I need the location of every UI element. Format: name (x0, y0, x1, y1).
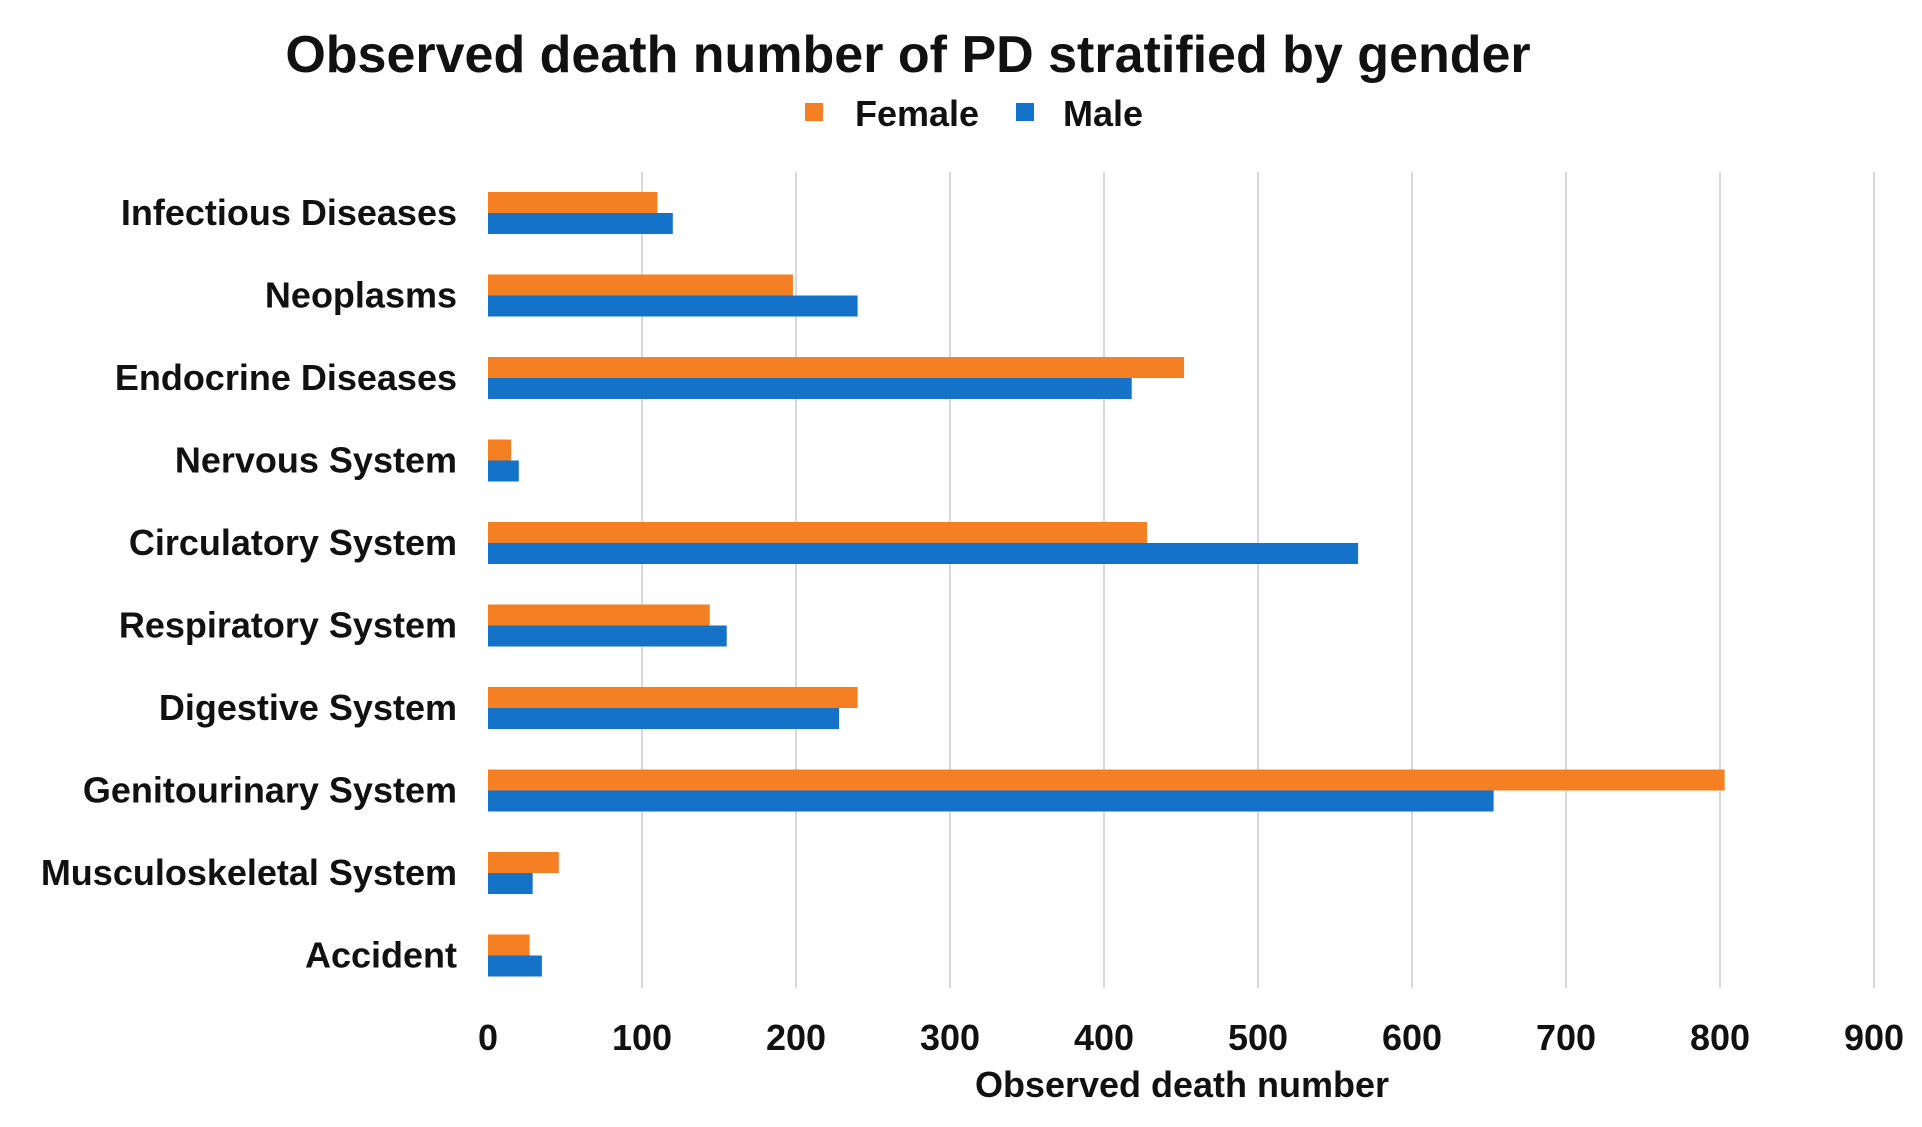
x-tick-label: 800 (1690, 1017, 1750, 1058)
category-label: Infectious Diseases (121, 192, 457, 233)
x-tick-label: 100 (612, 1017, 672, 1058)
x-tick-label: 900 (1844, 1017, 1904, 1058)
category-labels: Infectious Diseases Neoplasms Endocrine Di… (41, 192, 457, 976)
bar-male (488, 543, 1359, 564)
bar-female (488, 439, 512, 461)
category-label: Respiratory System (119, 605, 457, 646)
bar-male (488, 873, 533, 894)
legend-label-male: Male (1063, 93, 1143, 134)
category-label: Accident (305, 935, 457, 976)
category-label: Endocrine Diseases (115, 357, 457, 398)
legend-label-female: Female (855, 93, 979, 134)
legend-swatch-female (805, 103, 823, 121)
bar-male (488, 378, 1132, 399)
x-tick-label: 300 (920, 1017, 980, 1058)
category-label: Neoplasms (265, 275, 457, 316)
bar-female (488, 934, 530, 956)
bar-female (488, 522, 1148, 543)
category-label: Genitourinary System (83, 770, 457, 811)
category-label: Musculoskeletal System (41, 852, 457, 893)
bar-female (488, 357, 1185, 378)
bar-female (488, 192, 658, 213)
bar-male (488, 460, 519, 482)
bar-female (488, 769, 1725, 791)
legend-swatch-male (1016, 103, 1034, 121)
bar-male (488, 213, 673, 234)
bar-male (488, 295, 858, 317)
bar-female (488, 604, 710, 626)
category-label: Digestive System (159, 687, 457, 728)
x-tick-label: 400 (1074, 1017, 1134, 1058)
chart-title: Observed death number of PD stratified b… (285, 26, 1530, 84)
bar-female (488, 687, 858, 708)
bar-female (488, 274, 793, 296)
bars (488, 192, 1725, 977)
x-tick-label: 0 (478, 1017, 498, 1058)
bar-female (488, 852, 559, 873)
legend: Female Male (805, 93, 1143, 134)
x-axis-title: Observed death number (975, 1064, 1389, 1105)
category-label: Circulatory System (129, 522, 457, 563)
x-tick-labels: 0 100 200 300 400 500 600 700 800 900 (478, 1017, 1904, 1058)
bar-male (488, 625, 727, 647)
category-label: Nervous System (175, 440, 457, 481)
x-tick-label: 200 (766, 1017, 826, 1058)
bar-male (488, 955, 542, 977)
x-tick-label: 600 (1382, 1017, 1442, 1058)
bar-male (488, 708, 840, 729)
x-tick-label: 500 (1228, 1017, 1288, 1058)
x-tick-label: 700 (1536, 1017, 1596, 1058)
bar-male (488, 790, 1494, 812)
gridlines (641, 172, 1875, 988)
